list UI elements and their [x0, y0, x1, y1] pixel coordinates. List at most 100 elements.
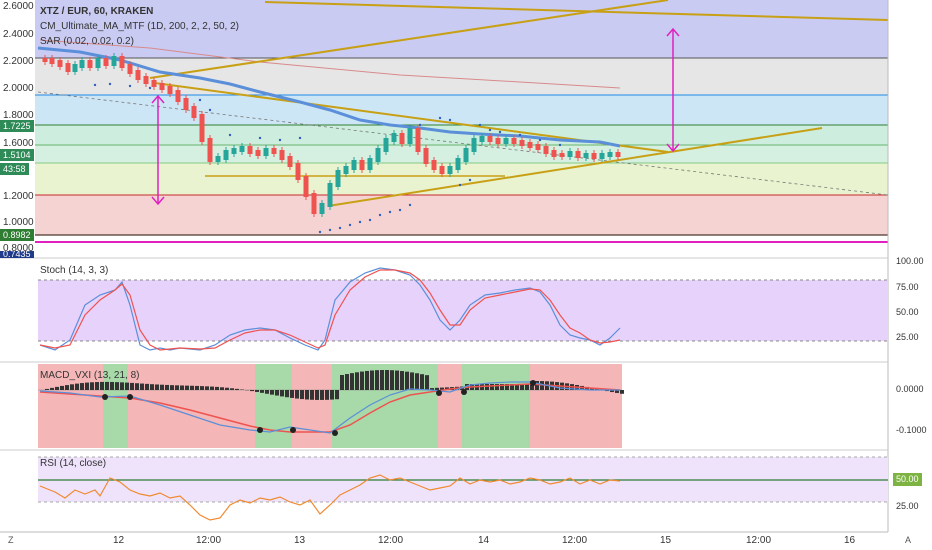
macd-bar [70, 384, 74, 390]
macd-bar [515, 384, 519, 390]
candle-body [607, 152, 613, 157]
macd-bar [130, 382, 134, 390]
arrow-right [666, 27, 680, 153]
sar-dot [328, 228, 332, 232]
time-label: 12:00 [196, 535, 222, 546]
candle-body [439, 166, 445, 174]
macd-bar [185, 385, 189, 390]
macd-bar [375, 370, 379, 390]
macd-bar [290, 390, 294, 398]
macd-bar [220, 387, 224, 390]
macd-pane [0, 361, 888, 448]
macd-bar [300, 390, 304, 400]
macd-bar [100, 381, 104, 390]
price-tick: 2.0000 [3, 83, 34, 94]
candle-body [407, 128, 413, 144]
macd-bar [525, 384, 529, 390]
macd-bar [400, 371, 404, 390]
macd-bar [405, 371, 409, 390]
macd-bar [180, 385, 184, 390]
sar-dot [558, 143, 562, 147]
macd-tick: -0.1000 [896, 425, 927, 435]
ma-line [37, 46, 621, 148]
sar-dot [418, 123, 422, 127]
sar-dot [468, 178, 472, 182]
time-label: 15 [660, 535, 672, 546]
candle-body [487, 136, 493, 142]
sar-dot [93, 83, 97, 87]
macd-bar [330, 390, 334, 400]
price-tick: 1.0000 [3, 217, 34, 228]
macd-bar [150, 384, 154, 390]
macd-bar [425, 375, 429, 390]
macd-bar [485, 384, 489, 390]
price-tick: 0.8000 [3, 243, 34, 254]
sar-dot [208, 108, 212, 112]
candle-body [351, 160, 357, 170]
candle-body [583, 153, 589, 158]
candle-body [239, 146, 245, 152]
candle-body [383, 138, 389, 152]
indicator-ma-label[interactable]: CM_Ultimate_MA_MTF (1D, 200, 2, 2, 50, 2… [40, 21, 239, 32]
rsi-label[interactable]: RSI (14, close) [40, 458, 107, 469]
macd-bar [210, 386, 214, 390]
sar-dot [108, 82, 112, 86]
auto-scale-button[interactable]: A [905, 535, 912, 545]
candle-body [551, 150, 557, 157]
macd-bar [205, 386, 209, 390]
macd-bar [255, 390, 259, 392]
sar-dot [388, 210, 392, 214]
macd-bar [495, 384, 499, 390]
macd-bar [395, 370, 399, 390]
candle-body [415, 128, 421, 152]
candle-body [231, 148, 237, 154]
sar-dot [408, 203, 412, 207]
macd-bar [160, 384, 164, 390]
macd-label[interactable]: MACD_VXI (13, 21, 8) [40, 370, 140, 381]
macd-bar [620, 390, 624, 394]
sar-dot [398, 208, 402, 212]
candle-body [215, 156, 221, 162]
macd-bar [85, 382, 89, 390]
candle-body [319, 203, 325, 214]
macd-bar [505, 384, 509, 390]
stoch-label[interactable]: Stoch (14, 3, 3) [40, 265, 109, 276]
macd-bar [500, 384, 504, 390]
candle-body [191, 106, 197, 118]
macd-bar [335, 390, 339, 400]
timezone-button[interactable]: Z [8, 535, 14, 545]
candle-body [183, 98, 189, 110]
candle-body [343, 166, 349, 174]
sar-dot [518, 133, 522, 137]
candle-body [303, 176, 309, 197]
sar-dot [438, 116, 442, 120]
stoch-tick: 25.00 [896, 332, 919, 342]
candle-body [527, 142, 533, 148]
indicator-sar-label[interactable]: SAR (0.02, 0.02, 0.2) [40, 36, 134, 47]
zone-light-blue [35, 95, 888, 125]
sar-dot [278, 138, 282, 142]
macd-bar [50, 387, 54, 390]
candle-body [535, 144, 541, 150]
sar-dot [198, 98, 202, 102]
zone-purple [35, 0, 888, 58]
macd-bar [45, 388, 49, 390]
sar-dot [378, 213, 382, 217]
candle-body [511, 138, 517, 144]
candle-body [311, 193, 317, 214]
candle-body [615, 152, 621, 157]
candle-body [247, 146, 253, 154]
price-pane [0, 0, 889, 258]
macd-bar [55, 386, 59, 390]
stoch-tick: 100.00 [896, 256, 924, 266]
sar-dot [448, 118, 452, 122]
countdown-badge: 43:58 [0, 163, 29, 175]
macd-tick: 0.0000 [896, 384, 924, 394]
macd-bar [390, 370, 394, 390]
stoch-tick: 50.00 [896, 307, 919, 317]
macd-bar [190, 385, 194, 390]
sar-dots [93, 82, 562, 234]
macd-bar [440, 387, 444, 390]
candle-body [255, 150, 261, 156]
